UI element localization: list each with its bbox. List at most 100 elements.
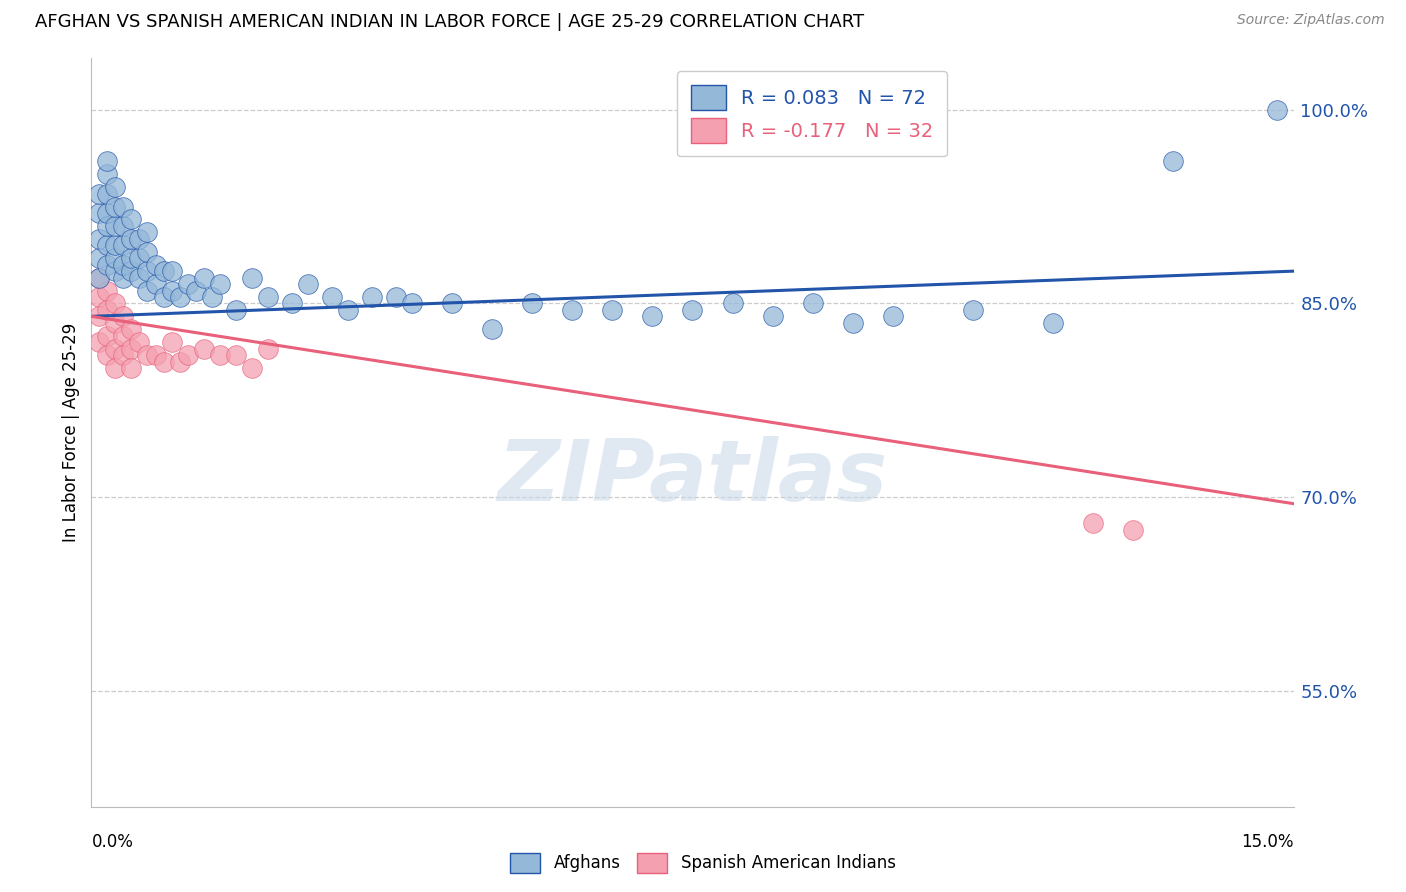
Point [96, 186, 118, 201]
Point [160, 284, 183, 298]
Point [104, 251, 127, 265]
Point [136, 226, 159, 240]
Text: Source: ZipAtlas.com: Source: ZipAtlas.com [1237, 13, 1385, 28]
Point [145, 348, 167, 362]
Point [112, 238, 135, 252]
Legend: Afghans, Spanish American Indians: Afghans, Spanish American Indians [503, 847, 903, 880]
Point [481, 322, 503, 336]
Point [145, 258, 167, 272]
Point [104, 316, 127, 330]
Point [96, 167, 118, 181]
Point [240, 361, 263, 376]
Point [208, 348, 231, 362]
Point [89, 232, 111, 246]
Point [681, 302, 703, 317]
Point [96, 238, 118, 252]
Point [256, 290, 278, 304]
Point [641, 310, 664, 324]
Point [112, 219, 135, 233]
Point [602, 302, 624, 317]
Point [184, 284, 207, 298]
Point [96, 328, 118, 343]
Point [208, 277, 231, 291]
Point [121, 251, 143, 265]
Point [104, 264, 127, 278]
Point [136, 348, 159, 362]
Point [112, 328, 135, 343]
Legend: R = 0.083   N = 72, R = -0.177   N = 32: R = 0.083 N = 72, R = -0.177 N = 32 [678, 71, 948, 156]
Point [89, 310, 111, 324]
Point [112, 258, 135, 272]
Point [321, 290, 343, 304]
Point [522, 296, 544, 310]
Point [360, 290, 382, 304]
Text: AFGHAN VS SPANISH AMERICAN INDIAN IN LABOR FORCE | AGE 25-29 CORRELATION CHART: AFGHAN VS SPANISH AMERICAN INDIAN IN LAB… [35, 13, 865, 31]
Point [104, 342, 127, 356]
Point [104, 219, 127, 233]
Point [225, 302, 247, 317]
Point [121, 342, 143, 356]
Point [152, 290, 174, 304]
Point [96, 206, 118, 220]
Point [96, 154, 118, 169]
Point [152, 264, 174, 278]
Point [225, 348, 247, 362]
Text: 15.0%: 15.0% [1241, 833, 1294, 851]
Point [762, 310, 785, 324]
Point [336, 302, 359, 317]
Point [962, 302, 984, 317]
Point [104, 361, 127, 376]
Point [104, 180, 127, 194]
Point [882, 310, 904, 324]
Point [89, 186, 111, 201]
Point [561, 302, 583, 317]
Point [136, 244, 159, 259]
Point [152, 354, 174, 368]
Point [1122, 523, 1144, 537]
Point [160, 264, 183, 278]
Point [193, 270, 215, 285]
Point [176, 348, 198, 362]
Point [89, 251, 111, 265]
Point [841, 316, 863, 330]
Point [121, 361, 143, 376]
Point [112, 348, 135, 362]
Point [89, 270, 111, 285]
Point [201, 290, 224, 304]
Point [121, 212, 143, 227]
Point [89, 290, 111, 304]
Point [104, 238, 127, 252]
Point [112, 200, 135, 214]
Point [145, 277, 167, 291]
Point [1267, 103, 1289, 117]
Point [256, 342, 278, 356]
Point [440, 296, 463, 310]
Point [89, 335, 111, 350]
Point [169, 290, 191, 304]
Point [128, 232, 150, 246]
Point [801, 296, 824, 310]
Point [121, 232, 143, 246]
Point [121, 264, 143, 278]
Point [112, 270, 135, 285]
Point [297, 277, 319, 291]
Point [1083, 516, 1105, 530]
Point [96, 302, 118, 317]
Point [104, 296, 127, 310]
Point [112, 310, 135, 324]
Point [1163, 154, 1185, 169]
Point [176, 277, 198, 291]
Point [240, 270, 263, 285]
Point [281, 296, 304, 310]
Point [136, 264, 159, 278]
Point [128, 335, 150, 350]
Point [89, 270, 111, 285]
Point [193, 342, 215, 356]
Point [128, 270, 150, 285]
Point [160, 335, 183, 350]
Point [169, 354, 191, 368]
Point [96, 219, 118, 233]
Point [96, 258, 118, 272]
Point [104, 200, 127, 214]
Point [401, 296, 423, 310]
